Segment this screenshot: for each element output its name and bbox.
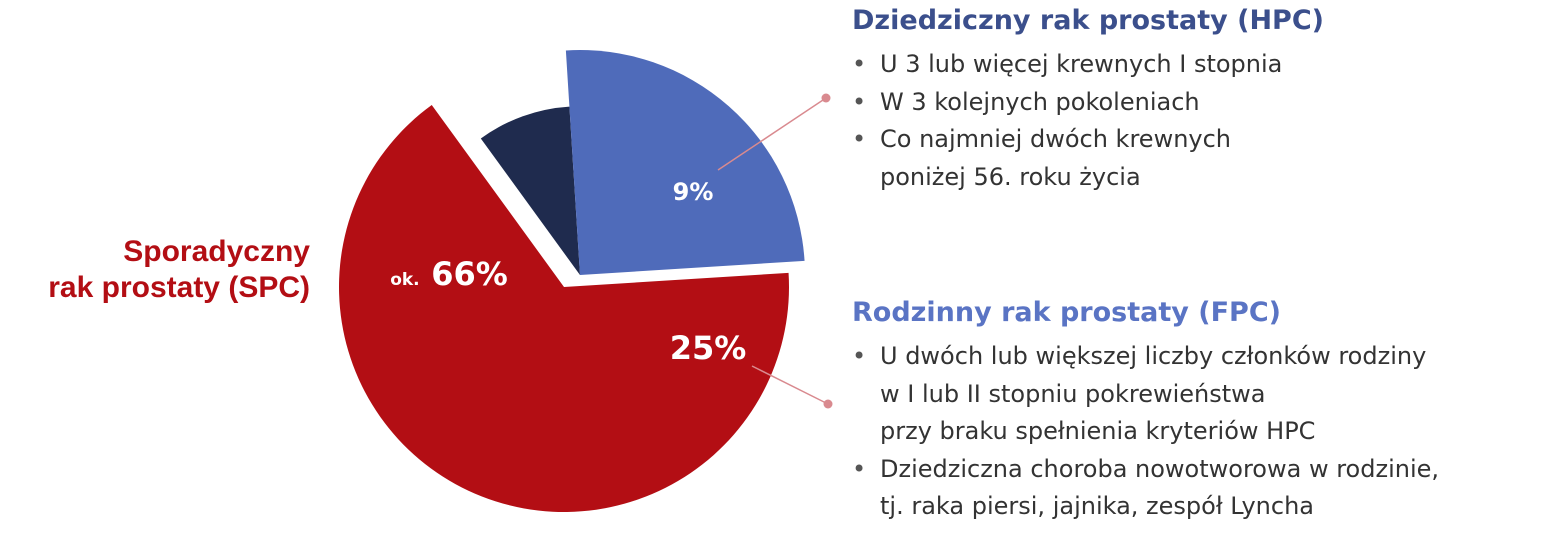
hpc-title: Dziedziczny rak prostaty (HPC) bbox=[852, 5, 1324, 36]
fpc-title: Rodzinny rak prostaty (FPC) bbox=[852, 297, 1281, 328]
hpc-connector-dot bbox=[821, 93, 831, 103]
hpc-info-block: Dziedziczny rak prostaty (HPC) U 3 lub w… bbox=[852, 4, 1324, 196]
spc-label-line1: Sporadyczny bbox=[123, 235, 310, 268]
hpc-criterion-line: Co najmniej dwóch krewnych bbox=[880, 125, 1232, 153]
spc-value-prefix: ok. bbox=[390, 270, 419, 290]
fpc-criterion: U dwóch lub większej liczby członków rod… bbox=[852, 338, 1439, 451]
spc-value-label: ok. 66% bbox=[390, 255, 508, 293]
hpc-criterion: W 3 kolejnych pokoleniach bbox=[852, 84, 1324, 122]
hpc-criteria-list: U 3 lub więcej krewnych I stopnia W 3 kol… bbox=[852, 46, 1324, 196]
fpc-value-label: 25% bbox=[670, 329, 747, 367]
hpc-criterion-line: U 3 lub więcej krewnych I stopnia bbox=[880, 50, 1283, 78]
fpc-slice bbox=[565, 49, 805, 275]
hpc-criterion-line: poniżej 56. roku życia bbox=[880, 162, 1141, 191]
fpc-criterion-line: Dziedziczna choroba nowotworowa w rodzin… bbox=[880, 454, 1440, 483]
fpc-criteria-list: U dwóch lub większej liczby członków rod… bbox=[852, 338, 1439, 526]
hpc-criterion: U 3 lub więcej krewnych I stopnia bbox=[852, 46, 1324, 84]
fpc-criterion: Dziedziczna choroba nowotworowa w rodzin… bbox=[852, 451, 1439, 526]
fpc-criterion-line: przy braku spełnienia kryteriów HPC bbox=[880, 417, 1316, 445]
hpc-slice bbox=[480, 106, 580, 275]
hpc-criterion-line: W 3 kolejnych pokoleniach bbox=[880, 87, 1200, 116]
fpc-info-block: Rodzinny rak prostaty (FPC) U dwóch lub … bbox=[852, 296, 1439, 526]
hpc-connector-line bbox=[717, 97, 827, 171]
fpc-criterion-line: tj. raka piersi, jajnika, zespół Lyncha bbox=[880, 492, 1314, 520]
spc-slice bbox=[339, 104, 789, 512]
fpc-criterion-line: w I lub II stopniu pokrewieństwa bbox=[880, 379, 1266, 408]
fpc-criterion-line: U dwóch lub większej liczby członków rod… bbox=[880, 342, 1427, 370]
hpc-criterion: Co najmniej dwóch krewnych poniżej 56. ro… bbox=[852, 121, 1324, 196]
hpc-value-label: 9% bbox=[673, 178, 714, 206]
spc-value-number: 66% bbox=[431, 255, 508, 293]
fpc-connector-dot bbox=[823, 399, 833, 409]
fpc-connector-line bbox=[751, 365, 829, 405]
spc-label-line2: rak prostaty (SPC) bbox=[48, 271, 310, 304]
spc-label: Sporadyczny rak prostaty (SPC) bbox=[48, 234, 310, 306]
